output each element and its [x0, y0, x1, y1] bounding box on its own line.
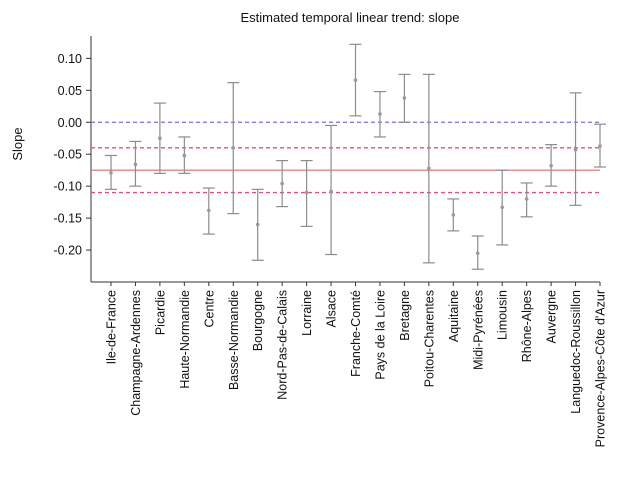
estimate-point [304, 190, 309, 195]
estimate-point [133, 162, 138, 167]
x-tick-label: Centre [202, 290, 216, 328]
y-tick-label: -0.15 [54, 212, 83, 226]
x-tick-label: Champagne-Ardennes [129, 290, 143, 416]
estimate-point [182, 153, 187, 158]
x-tick-label: Rhône-Alpes [520, 290, 534, 362]
estimate-point [475, 251, 480, 256]
x-tick-label: Aquitaine [447, 290, 461, 342]
plot-area: 0.10 0.05 0.00 -0.05 -0.10 -0.15 -0.20 Ile-de-F… [54, 36, 608, 447]
estimate-point [231, 146, 236, 150]
y-tick-label: 0.10 [58, 52, 82, 66]
estimate-point [451, 213, 456, 217]
estimate-point [158, 136, 162, 141]
x-tick-label: Limousin [496, 290, 510, 340]
x-tick-label: Haute-Normandie [178, 290, 192, 389]
x-tick-label: Auvergne [545, 290, 559, 344]
estimate-point [549, 163, 553, 168]
chart-title: Estimated temporal linear trend: slope [241, 10, 460, 25]
x-tick-label: Bretagne [398, 290, 412, 341]
y-tick-label: -0.05 [54, 148, 83, 162]
x-tick-label: Provence-Alpes-Côte d'Azur [594, 290, 608, 447]
y-tick-label: -0.20 [54, 244, 83, 258]
estimate-point [402, 96, 407, 100]
y-tick-label: 0.00 [58, 116, 82, 130]
x-tick-label: Picardie [153, 290, 167, 335]
x-tick-label: Lorraine [300, 290, 314, 336]
estimate-point [329, 189, 333, 194]
estimate-point [573, 147, 578, 152]
x-tick-label: Poitou-Charentes [422, 290, 436, 387]
x-tick-label: Ile-de-France [105, 290, 119, 364]
estimate-point [378, 112, 382, 116]
x-tick-label: Alsace [325, 290, 339, 328]
estimate-point [598, 144, 602, 148]
x-tick-label: Franche-Comté [349, 290, 363, 377]
x-tick-label: Pays de la Loire [373, 290, 387, 380]
x-tick-label: Basse-Normandie [227, 290, 241, 390]
estimate-point [207, 208, 211, 213]
x-tick-label: Languedoc-Roussillon [569, 290, 583, 414]
y-tick-label: 0.05 [58, 84, 82, 98]
estimate-point [353, 78, 358, 82]
estimate-point [500, 205, 505, 210]
estimate-point [524, 197, 529, 201]
y-axis-label: Slope [10, 127, 25, 160]
x-tick-label: Bourgogne [251, 290, 265, 351]
estimate-point [255, 222, 260, 227]
x-tick-label: Nord-Pas-de-Calais [276, 290, 290, 400]
estimate-point [427, 166, 431, 171]
estimate-point [109, 170, 113, 175]
x-tick-label: Midi-Pyrénées [471, 290, 485, 370]
y-tick-label: -0.10 [54, 180, 83, 194]
estimate-point [280, 181, 284, 186]
